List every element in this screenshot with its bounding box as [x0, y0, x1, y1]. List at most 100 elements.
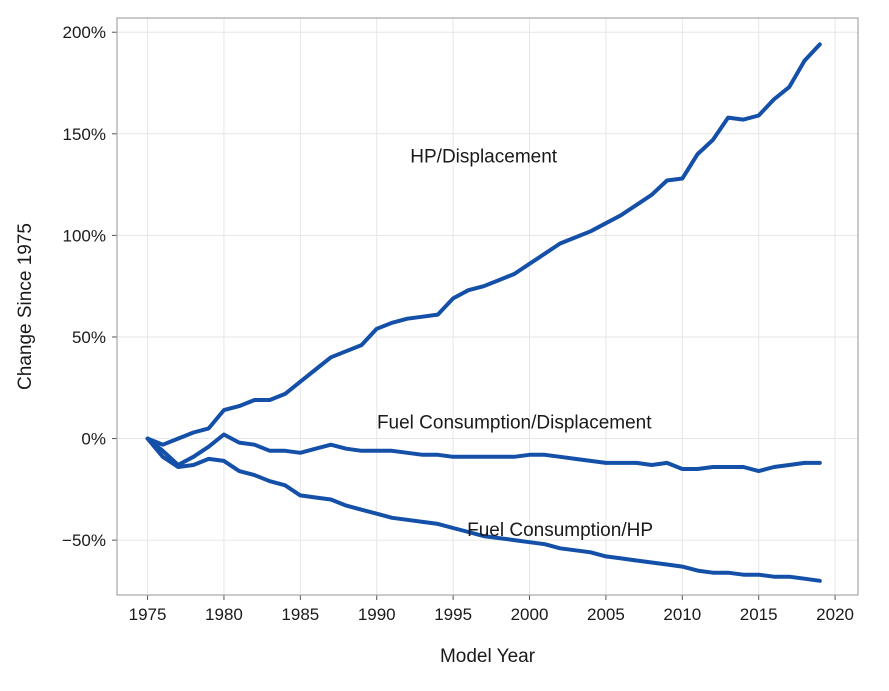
data-point: [344, 504, 348, 508]
x-tick-label: 1985: [281, 605, 319, 624]
data-point: [176, 437, 180, 441]
data-point: [665, 562, 669, 567]
data-point: [512, 455, 516, 459]
data-point: [527, 262, 532, 266]
data-point: [772, 575, 776, 579]
data-point: [543, 542, 547, 546]
data-point: [787, 463, 791, 467]
y-tick-label: 50%: [72, 328, 106, 347]
series-label: Fuel Consumption/HP: [467, 520, 653, 541]
data-point: [359, 508, 364, 512]
data-point: [680, 467, 684, 471]
data-point: [161, 443, 165, 447]
data-point: [237, 441, 241, 445]
data-point: [772, 97, 776, 101]
data-point: [741, 573, 746, 577]
data-point: [298, 451, 302, 455]
data-point: [589, 550, 593, 554]
data-point: [604, 461, 608, 465]
series-layer: [145, 42, 822, 583]
data-point: [757, 113, 761, 118]
data-point: [344, 349, 348, 353]
y-tick-label: 150%: [63, 125, 106, 144]
data-point: [573, 457, 578, 461]
data-point: [329, 497, 333, 502]
data-point: [482, 284, 486, 288]
data-point: [741, 118, 746, 122]
data-point: [329, 443, 333, 447]
x-axis-title: Model Year: [440, 646, 536, 667]
data-point: [757, 573, 761, 577]
data-point: [711, 138, 715, 142]
data-point: [222, 408, 226, 412]
data-point: [191, 463, 195, 467]
data-point: [283, 392, 287, 396]
data-point: [161, 455, 165, 459]
data-point: [573, 548, 578, 552]
data-point: [680, 565, 684, 569]
data-point: [558, 546, 562, 550]
data-point: [512, 538, 516, 542]
data-point: [634, 461, 639, 465]
data-point: [619, 461, 623, 465]
data-point: [237, 404, 241, 408]
data-point: [604, 221, 608, 225]
data-point: [466, 530, 470, 534]
data-point: [558, 241, 562, 246]
data-point: [726, 465, 730, 469]
data-point: [375, 449, 379, 453]
data-point: [405, 317, 409, 321]
data-point: [650, 560, 654, 565]
y-tick-label: 0%: [81, 430, 106, 449]
data-point: [421, 315, 425, 319]
data-point: [314, 367, 318, 372]
data-point: [650, 463, 654, 467]
x-tick-label: 1980: [205, 605, 243, 624]
x-tick-label: 2005: [587, 605, 625, 624]
data-point: [191, 455, 195, 459]
data-point: [359, 449, 364, 453]
data-point: [314, 495, 318, 500]
data-point: [787, 85, 791, 89]
data-point: [634, 558, 639, 563]
data-point: [283, 483, 287, 487]
data-point: [497, 455, 501, 459]
data-point: [589, 459, 593, 463]
data-point: [375, 327, 379, 331]
data-point: [436, 313, 440, 317]
y-tick-label: 200%: [63, 23, 106, 42]
data-point: [207, 445, 211, 449]
data-point: [252, 443, 257, 447]
x-axis: 1975 1980 1985 1990 1995 2000 2005 2010 2015 2020: [129, 595, 854, 624]
data-point: [405, 451, 409, 455]
data-point: [482, 534, 486, 538]
data-point: [711, 465, 715, 469]
y-tick-label: 100%: [63, 226, 106, 245]
data-point: [268, 479, 272, 483]
data-point: [818, 42, 822, 47]
data-point: [329, 355, 333, 359]
data-point: [802, 461, 807, 465]
data-point: [298, 380, 302, 384]
data-point: [787, 575, 791, 579]
data-point: [283, 449, 287, 453]
x-tick-label: 2015: [740, 605, 778, 624]
data-point: [390, 449, 394, 453]
data-point: [741, 465, 746, 469]
data-point: [436, 453, 440, 457]
data-point: [680, 176, 684, 181]
data-point: [757, 469, 761, 473]
data-point: [390, 516, 394, 520]
data-point: [314, 447, 318, 451]
series-label: HP/Displacement: [410, 146, 557, 167]
data-point: [207, 457, 211, 461]
data-point: [711, 571, 715, 575]
data-point: [497, 536, 501, 540]
annotation-layer: HP/Displacement Fuel Consumption/Displace…: [377, 146, 653, 541]
series-line-fuel-consumption-displacement: [145, 432, 822, 474]
data-point: [604, 554, 608, 559]
data-point: [359, 343, 364, 347]
data-point: [451, 526, 455, 530]
series-line-hp-displacement: [145, 42, 822, 447]
data-point: [818, 461, 822, 465]
